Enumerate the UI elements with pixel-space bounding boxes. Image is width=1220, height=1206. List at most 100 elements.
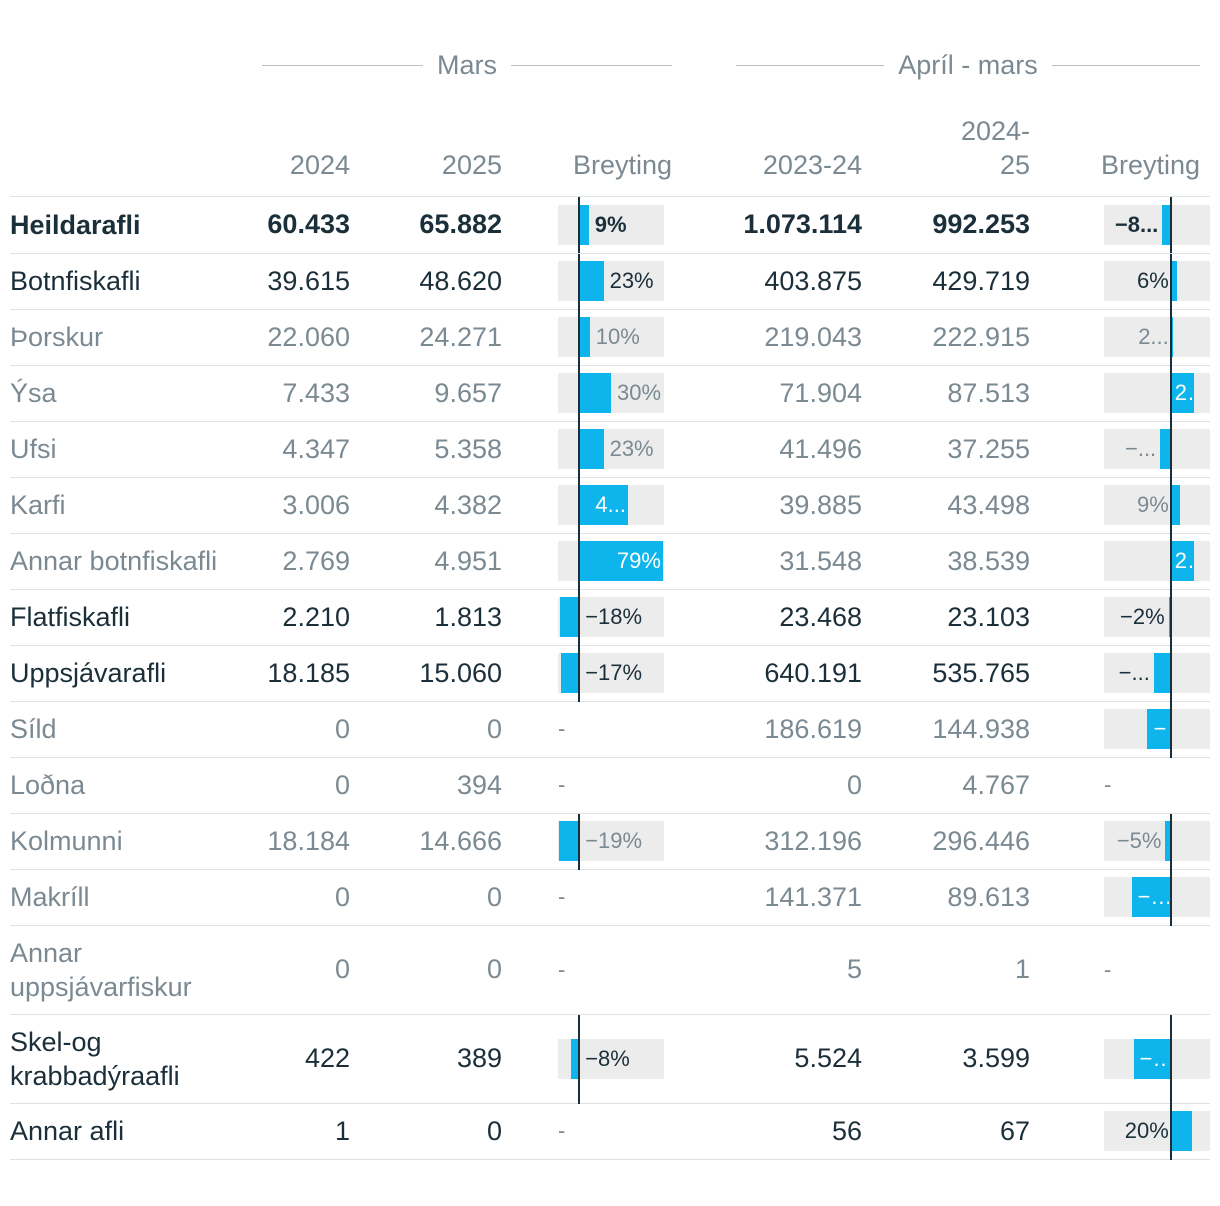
value-2023-24: 31.548	[672, 533, 862, 590]
bar-background: −3...	[1104, 877, 1210, 917]
zero-axis-line	[578, 813, 581, 870]
no-change-dash: -	[1104, 956, 1112, 982]
change-label: 23%	[609, 268, 654, 293]
change-mars-cell: 10%	[502, 309, 672, 366]
value-2023-24: 5	[672, 925, 862, 1015]
bar-background: −8...	[1104, 204, 1210, 245]
zero-axis-line	[578, 477, 581, 534]
change-label: −3...	[1137, 884, 1169, 909]
value-2024-25: 87.513	[862, 365, 1030, 422]
row-label: Síld	[10, 701, 250, 758]
bar-background: 23%	[558, 261, 664, 301]
zero-axis-line	[578, 421, 581, 478]
column-header-breyting-1: Breyting	[572, 150, 672, 180]
value-2023-24: 56	[672, 1103, 862, 1160]
value-2025: 1.813	[350, 589, 502, 646]
zero-axis-line	[1169, 253, 1172, 310]
value-2024: 0	[250, 757, 350, 814]
value-2024-25: 296.446	[862, 813, 1030, 870]
change-label: 22%	[1174, 548, 1192, 573]
change-mars-cell: −17%	[502, 645, 672, 702]
zero-axis-line	[578, 533, 581, 590]
value-2025: 15.060	[350, 645, 502, 702]
row-label: Skel-og krabbadýraafli	[10, 1014, 250, 1104]
zero-axis-line	[1169, 1014, 1172, 1104]
bar-background: 79%	[558, 541, 664, 581]
change-bar	[1170, 373, 1195, 413]
table-row: Flatfiskafli 2.210 1.813 −18% 23.468 23.103 −2…	[10, 589, 1210, 646]
change-year-cell: −3...	[1030, 1014, 1210, 1104]
group-header-april-mars: Apríl - mars	[736, 48, 1201, 82]
change-mars-cell: -	[502, 1103, 672, 1160]
value-2025: 0	[350, 701, 502, 758]
change-mars-cell: 4...	[502, 477, 672, 534]
value-2023-24: 312.196	[672, 813, 862, 870]
value-2024-25: 89.613	[862, 869, 1030, 926]
change-bar	[579, 485, 628, 525]
change-bar	[561, 653, 580, 693]
value-2024: 2.769	[250, 533, 350, 590]
change-bar	[579, 204, 589, 245]
change-year-cell: -	[1030, 757, 1210, 814]
row-label: Makríll	[10, 869, 250, 926]
change-year-cell: 6%	[1030, 253, 1210, 310]
value-2024: 22.060	[250, 309, 350, 366]
value-2024: 0	[250, 925, 350, 1015]
value-2025: 0	[350, 869, 502, 926]
change-label: 23%	[609, 436, 654, 461]
change-label: 4...	[595, 492, 626, 517]
change-bar	[1162, 204, 1171, 245]
value-2025: 394	[350, 757, 502, 814]
change-bar	[1170, 261, 1178, 301]
value-2025: 0	[350, 1103, 502, 1160]
change-label: 20%	[1124, 1118, 1169, 1143]
value-2024: 3.006	[250, 477, 350, 534]
row-label: Annar uppsjávarfiskur	[10, 925, 250, 1015]
table-row: Ufsi 4.347 5.358 23% 41.496 37.255 −...	[10, 421, 1210, 478]
bar-background: −19%	[558, 821, 664, 861]
table-row: Uppsjávarafli 18.185 15.060 −17% 640.191 535.…	[10, 645, 1210, 702]
value-2025: 24.271	[350, 309, 502, 366]
value-2023-24: 5.524	[672, 1014, 862, 1104]
change-bar	[1170, 1111, 1192, 1151]
change-label: −17%	[585, 660, 643, 685]
bar-background: 6%	[1104, 261, 1210, 301]
value-2025: 65.882	[350, 197, 502, 254]
value-2024: 18.184	[250, 813, 350, 870]
bar-background: 9%	[1104, 485, 1210, 525]
change-mars-cell: 30%	[502, 365, 672, 422]
change-mars-cell: -	[502, 757, 672, 814]
zero-axis-line	[1169, 589, 1172, 646]
row-label: Kolmunni	[10, 813, 250, 870]
bar-background: 22%	[1104, 373, 1210, 413]
zero-axis-line	[1169, 477, 1172, 534]
value-2025: 4.382	[350, 477, 502, 534]
header-divider	[10, 196, 1210, 197]
value-2024: 1	[250, 1103, 350, 1160]
change-year-cell: −2%	[1030, 589, 1210, 646]
value-2024: 18.185	[250, 645, 350, 702]
change-bar	[1133, 1038, 1171, 1079]
row-label: Uppsjávarafli	[10, 645, 250, 702]
column-header-2023-24: 2023-24	[762, 150, 862, 180]
bar-background: −18%	[558, 597, 664, 637]
value-2024: 7.433	[250, 365, 350, 422]
value-2024-25: 37.255	[862, 421, 1030, 478]
no-change-dash: -	[558, 956, 566, 982]
change-year-cell: −8...	[1030, 197, 1210, 254]
change-bar	[570, 1038, 580, 1079]
row-label: Botnfiskafli	[10, 253, 250, 310]
change-label: −18%	[585, 604, 643, 629]
row-label: Heildarafli	[10, 197, 250, 254]
value-2023-24: 0	[672, 757, 862, 814]
zero-axis-line	[1169, 813, 1172, 870]
row-label: Loðna	[10, 757, 250, 814]
table-row: Loðna 0 394-0 4.767-	[10, 757, 1210, 814]
column-header-2024: 2024	[289, 150, 350, 180]
change-label: −19%	[585, 828, 643, 853]
bar-background: −...	[1104, 709, 1210, 749]
value-2024: 0	[250, 869, 350, 926]
change-label: −3...	[1139, 1045, 1169, 1071]
zero-axis-line	[1169, 869, 1172, 926]
value-2024-25: 38.539	[862, 533, 1030, 590]
